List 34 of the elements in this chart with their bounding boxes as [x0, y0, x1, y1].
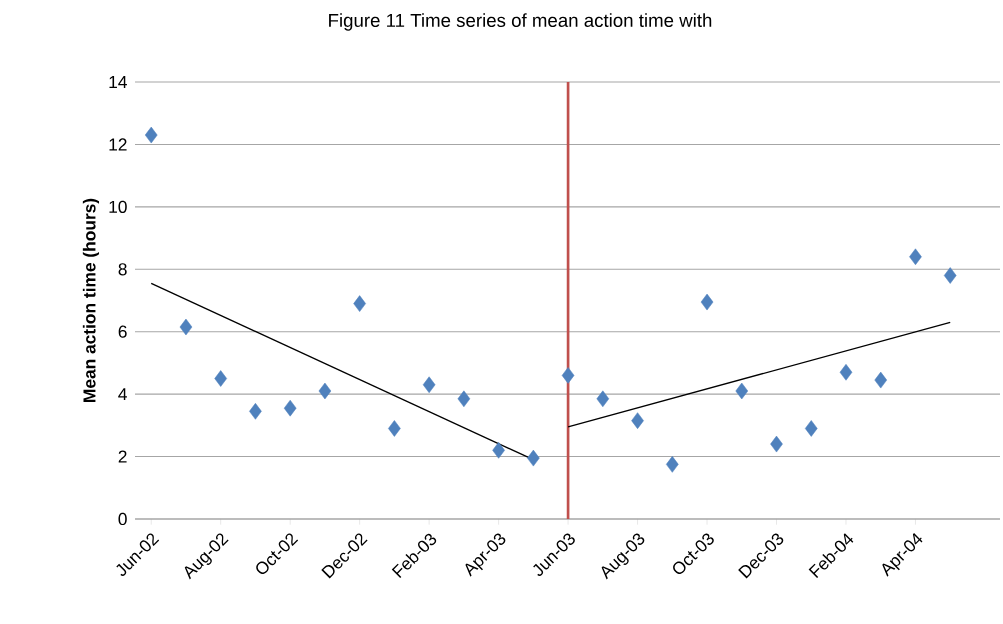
- point: [596, 390, 610, 408]
- point: [457, 390, 471, 408]
- point: [735, 382, 749, 400]
- point: [179, 318, 193, 336]
- y-axis-title: Mean action time (hours): [82, 198, 100, 402]
- point: [770, 435, 783, 453]
- point: [318, 382, 332, 400]
- point: [144, 126, 158, 144]
- point: [631, 412, 644, 429]
- point: [353, 295, 366, 312]
- point: [666, 456, 679, 473]
- y-tick-label: 2: [118, 450, 127, 463]
- point: [943, 267, 957, 284]
- point: [492, 442, 505, 459]
- point: [839, 364, 853, 381]
- y-tick-label: 8: [118, 263, 127, 276]
- point: [422, 376, 436, 394]
- point: [909, 248, 922, 266]
- point: [527, 449, 540, 467]
- y-tick-label: 6: [118, 325, 127, 338]
- point: [249, 403, 262, 420]
- y-tick-label: 12: [109, 138, 127, 151]
- point: [388, 420, 401, 437]
- point: [804, 420, 818, 437]
- chart-title: Figure 11 Time series of mean action time with: [329, 13, 712, 31]
- point: [561, 367, 575, 384]
- point: [214, 370, 227, 387]
- point: [283, 399, 297, 417]
- y-tick-label: 4: [118, 388, 127, 401]
- y-tick-label: 14: [109, 76, 127, 88]
- y-tick-label: 0: [118, 512, 127, 526]
- point: [700, 293, 714, 311]
- point: [874, 371, 887, 389]
- y-tick-label: 10: [109, 200, 127, 213]
